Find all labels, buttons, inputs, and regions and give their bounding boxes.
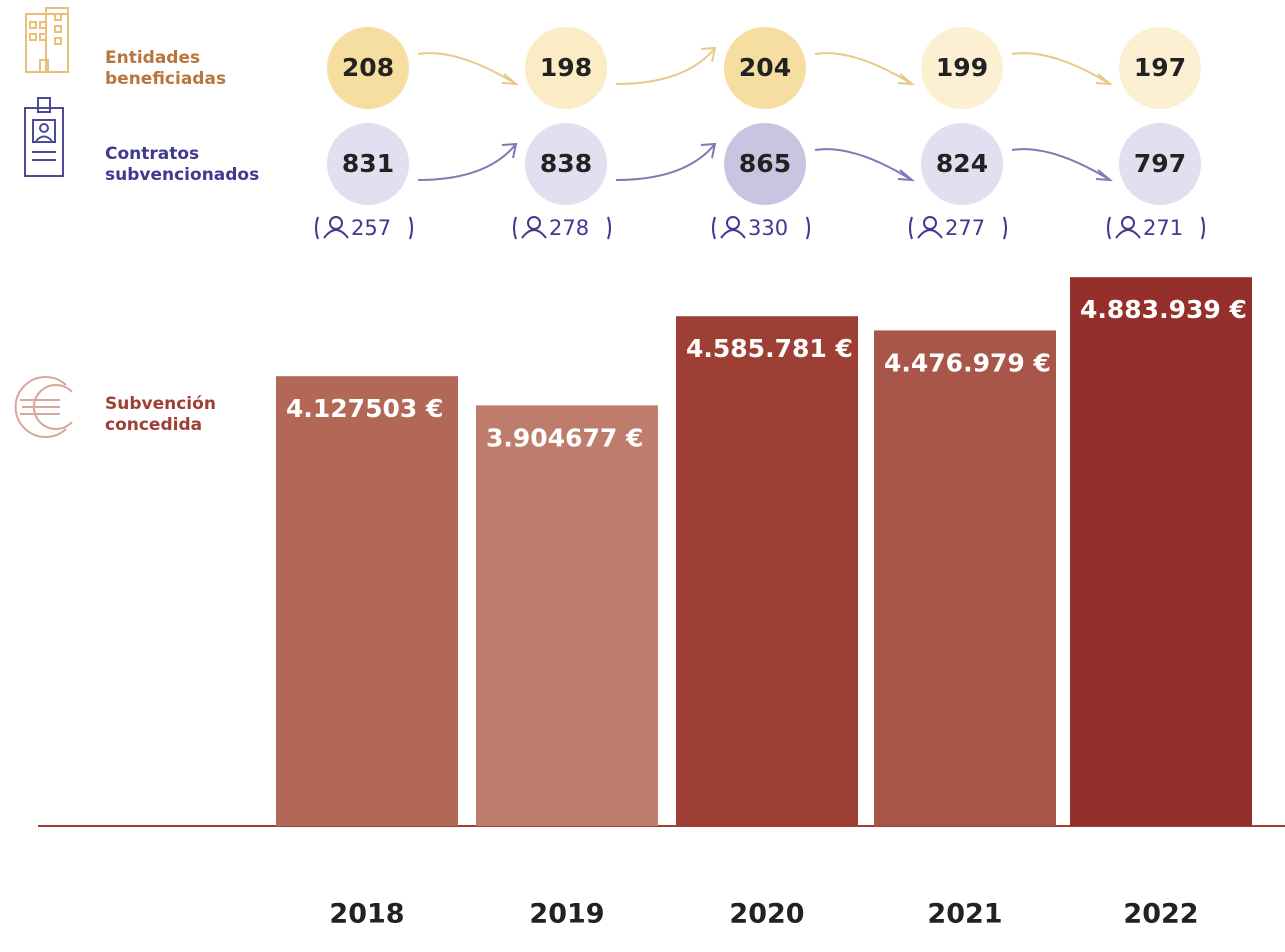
- arrow-head: [700, 142, 717, 159]
- person-count: 277: [945, 216, 985, 240]
- paren: [1107, 216, 1111, 240]
- value-circle: [525, 27, 607, 109]
- arrow-head: [501, 73, 520, 86]
- arrow-head: [501, 142, 518, 159]
- euro-icon: [14, 376, 73, 438]
- person-icon: [527, 216, 541, 230]
- row-label-line: beneficiadas: [105, 69, 226, 89]
- person-count: 257: [351, 216, 391, 240]
- row-label-line: subvencionados: [105, 165, 259, 185]
- row-label-line: Contratos: [105, 144, 199, 164]
- x-tick-label: 2019: [529, 899, 604, 930]
- bar-value-label: 4.585.781 €: [686, 334, 853, 363]
- arrow: [615, 47, 716, 85]
- x-tick-label: 2020: [729, 899, 804, 930]
- paren: [1201, 216, 1205, 240]
- person-count: 271: [1143, 216, 1183, 240]
- value-circle: [724, 123, 806, 205]
- bar: [1070, 277, 1252, 826]
- badge-icon: [24, 97, 64, 177]
- person-count: 278: [549, 216, 589, 240]
- person-icon: [521, 229, 547, 239]
- person-icon: [329, 216, 343, 230]
- bar-value-label: 4.127503 €: [286, 394, 443, 423]
- row-label: Entidades beneficiadas: [105, 48, 226, 89]
- arrow-head: [897, 169, 916, 182]
- person-icon: [1115, 229, 1141, 239]
- bar-value-label: 4.883.939 €: [1080, 295, 1247, 324]
- row-label-line: Entidades: [105, 48, 200, 68]
- paren: [1003, 216, 1007, 240]
- row-value: 838: [540, 149, 592, 178]
- value-circle: [1119, 123, 1201, 205]
- value-circle: [327, 27, 409, 109]
- paren: [315, 216, 319, 240]
- arrow-head: [1095, 169, 1114, 182]
- row-value: 797: [1134, 149, 1186, 178]
- person-icon: [1121, 216, 1135, 230]
- person-icon: [923, 216, 937, 230]
- value-circle: [327, 123, 409, 205]
- row-value: 204: [739, 53, 791, 82]
- value-circle: [525, 123, 607, 205]
- row-value: 197: [1134, 53, 1186, 82]
- paren: [607, 216, 611, 240]
- bar: [676, 316, 858, 826]
- x-tick-label: 2022: [1123, 899, 1198, 930]
- person-icon: [323, 229, 349, 239]
- bar-label: Subvención concedida: [105, 394, 216, 435]
- arrow: [417, 52, 517, 85]
- person-icon: [726, 216, 740, 230]
- arrow: [1011, 52, 1111, 85]
- row-label: Contratos subvencionados: [105, 144, 259, 185]
- paren: [513, 216, 517, 240]
- building-icon: [25, 7, 69, 73]
- bar: [476, 405, 658, 826]
- x-tick-label: 2018: [329, 899, 404, 930]
- paren: [409, 216, 413, 240]
- x-tick-label: 2021: [927, 899, 1002, 930]
- arrow: [417, 143, 517, 181]
- row-value: 198: [540, 53, 592, 82]
- arrow: [814, 148, 913, 181]
- paren: [909, 216, 913, 240]
- arrow: [1011, 148, 1111, 181]
- row-value: 199: [936, 53, 988, 82]
- arrow-head: [1095, 73, 1114, 86]
- value-circle: [724, 27, 806, 109]
- arrow-head: [700, 46, 717, 63]
- person-count: 330: [748, 216, 788, 240]
- bar: [874, 330, 1056, 826]
- person-icon: [917, 229, 943, 239]
- person-icon: [720, 229, 746, 239]
- row-value: 865: [739, 149, 791, 178]
- arrow: [615, 143, 716, 181]
- bar-value-label: 4.476.979 €: [884, 348, 1051, 377]
- row-value: 208: [342, 53, 394, 82]
- row-value: 831: [342, 149, 394, 178]
- row-value: 824: [936, 149, 988, 178]
- arrow-head: [897, 73, 916, 86]
- paren: [806, 216, 810, 240]
- bar-value-label: 3.904677 €: [486, 423, 643, 452]
- bar: [276, 376, 458, 826]
- value-circle: [921, 123, 1003, 205]
- value-circle: [921, 27, 1003, 109]
- paren: [712, 216, 716, 240]
- value-circle: [1119, 27, 1201, 109]
- arrow: [814, 52, 913, 85]
